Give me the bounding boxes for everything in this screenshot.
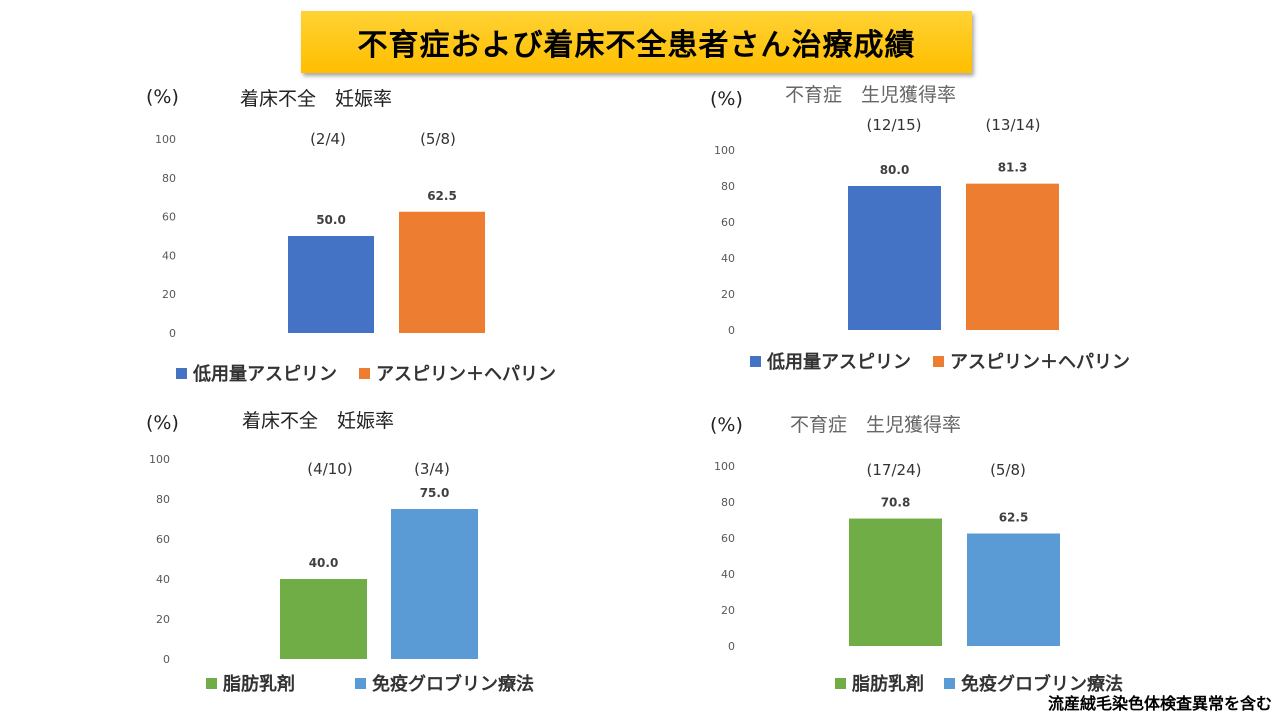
bar-plot: 0 20 40 60 80 100 50.0 62.5: [155, 133, 485, 340]
ratio-label-2: (5/8): [990, 461, 1026, 479]
legend-label-1: 低用量アスピリン: [193, 364, 337, 385]
legend-label-1: 脂肪乳剤: [223, 674, 295, 695]
bar-1: [848, 186, 941, 330]
y-unit-label: (%): [710, 88, 743, 110]
legend-label-2: アスピリン＋ヘパリン: [376, 364, 556, 385]
bar-value-label-1: 50.0: [316, 213, 346, 227]
y-tick-label: 20: [721, 604, 735, 617]
y-tick-label: 40: [721, 568, 735, 581]
bar-2: [967, 533, 1060, 646]
legend-label-1: 低用量アスピリン: [767, 352, 911, 373]
ratio-label-2: (5/8): [420, 130, 456, 148]
bar-1: [280, 579, 367, 659]
ratio-label-2: (13/14): [985, 116, 1041, 134]
bar-value-label-2: 75.0: [420, 486, 450, 500]
y-tick-label: 60: [162, 211, 176, 224]
y-tick-label: 20: [156, 613, 170, 626]
legend-label-1: 脂肪乳剤: [852, 674, 924, 695]
ratio-label-1: (12/15): [866, 116, 922, 134]
chart-title: 着床不全 妊娠率: [242, 410, 395, 432]
legend-swatch-1: [750, 355, 761, 367]
y-tick-label: 100: [714, 144, 735, 157]
legend: 低用量アスピリン アスピリン＋ヘパリン: [750, 348, 1152, 374]
y-tick-label: 60: [721, 532, 735, 545]
chart-title: 不育症 生児獲得率: [790, 414, 962, 436]
legend: 低用量アスピリン アスピリン＋ヘパリン: [176, 360, 578, 386]
bar-2: [399, 211, 485, 333]
legend-label-2: 免疫グロブリン療法: [372, 674, 534, 695]
y-tick-label: 20: [162, 288, 176, 301]
legend-item-1: 脂肪乳剤: [835, 670, 924, 696]
y-unit-label: (%): [146, 86, 179, 108]
legend-item-1: 低用量アスピリン: [176, 360, 337, 386]
legend-item-2: アスピリン＋ヘパリン: [933, 348, 1130, 374]
y-tick-label: 100: [714, 460, 735, 473]
bar-plot: 0 20 40 60 80 100 80.0 81.3: [714, 144, 1059, 337]
legend-item-1: 脂肪乳剤: [206, 670, 295, 696]
chart-title: 着床不全 妊娠率: [240, 88, 393, 110]
chart-panel-4: (%) 不育症 生児獲得率 (17/24) (5/8) 0 20 40 60 80 100…: [705, 400, 1265, 700]
footnote: 流産絨毛染色体検査異常を含む: [1047, 694, 1272, 713]
y-tick-label: 20: [721, 288, 735, 301]
bar-1: [849, 518, 942, 646]
y-tick-label: 60: [721, 216, 735, 229]
bar-plot: 0 20 40 60 80 100 40.0 75.0: [149, 453, 478, 666]
chart-panel-1: (%) 着床不全 妊娠率 (2/4) (5/8) 0 20 40 60 80 100 50.…: [140, 80, 700, 385]
y-tick-label: 0: [169, 327, 176, 340]
y-tick-label: 80: [162, 172, 176, 185]
legend-item-2: 免疫グロブリン療法: [944, 670, 1123, 696]
legend-item-2: 免疫グロブリン療法: [355, 670, 534, 696]
bar-value-label-2: 81.3: [998, 161, 1028, 175]
y-tick-label: 80: [156, 493, 170, 506]
y-tick-label: 60: [156, 533, 170, 546]
ratio-label-1: (17/24): [866, 461, 922, 479]
y-tick-label: 0: [728, 324, 735, 337]
legend-swatch-2: [355, 677, 366, 689]
legend-label-2: 免疫グロブリン療法: [961, 674, 1123, 695]
legend-item-1: 低用量アスピリン: [750, 348, 911, 374]
y-unit-label: (%): [710, 414, 743, 436]
bar-value-label-2: 62.5: [427, 189, 457, 203]
chart-panel-3: (%) 着床不全 妊娠率 (4/10) (3/4) 0 20 40 60 80 100 40…: [140, 400, 700, 700]
bar-value-label-1: 40.0: [309, 556, 339, 570]
legend-swatch-1: [176, 367, 187, 379]
legend: 脂肪乳剤 免疫グロブリン療法: [206, 670, 556, 696]
bar-2: [391, 509, 478, 659]
y-tick-label: 80: [721, 180, 735, 193]
y-tick-label: 0: [728, 640, 735, 653]
bar-value-label-1: 80.0: [880, 163, 910, 177]
legend-label-2: アスピリン＋ヘパリン: [950, 352, 1130, 373]
y-tick-label: 0: [163, 653, 170, 666]
y-unit-label: (%): [146, 412, 179, 434]
y-tick-label: 40: [721, 252, 735, 265]
ratio-label-1: (2/4): [310, 130, 346, 148]
page-title: 不育症および着床不全患者さん治療成績: [301, 11, 972, 73]
bar-2: [966, 183, 1059, 330]
y-tick-label: 80: [721, 496, 735, 509]
legend-swatch-1: [206, 677, 217, 689]
y-tick-label: 100: [149, 453, 170, 466]
legend-swatch-2: [933, 355, 944, 367]
ratio-label-2: (3/4): [414, 460, 450, 478]
y-tick-label: 100: [155, 133, 176, 146]
y-tick-label: 40: [156, 573, 170, 586]
legend-swatch-2: [944, 677, 955, 689]
legend: 脂肪乳剤 免疫グロブリン療法: [835, 670, 1145, 696]
legend-item-2: アスピリン＋ヘパリン: [359, 360, 556, 386]
bar-value-label-1: 70.8: [881, 496, 911, 510]
y-tick-label: 40: [162, 249, 176, 262]
ratio-label-1: (4/10): [307, 460, 353, 478]
bar-plot: 0 20 40 60 80 100 70.8 62.5: [714, 460, 1060, 653]
chart-title: 不育症 生児獲得率: [785, 84, 957, 106]
chart-panel-2: (%) 不育症 生児獲得率 (12/15) (13/14) 0 20 40 60 80 1…: [705, 80, 1265, 380]
legend-swatch-1: [835, 677, 846, 689]
legend-swatch-2: [359, 367, 370, 379]
bar-1: [288, 236, 374, 333]
bar-value-label-2: 62.5: [999, 511, 1029, 525]
